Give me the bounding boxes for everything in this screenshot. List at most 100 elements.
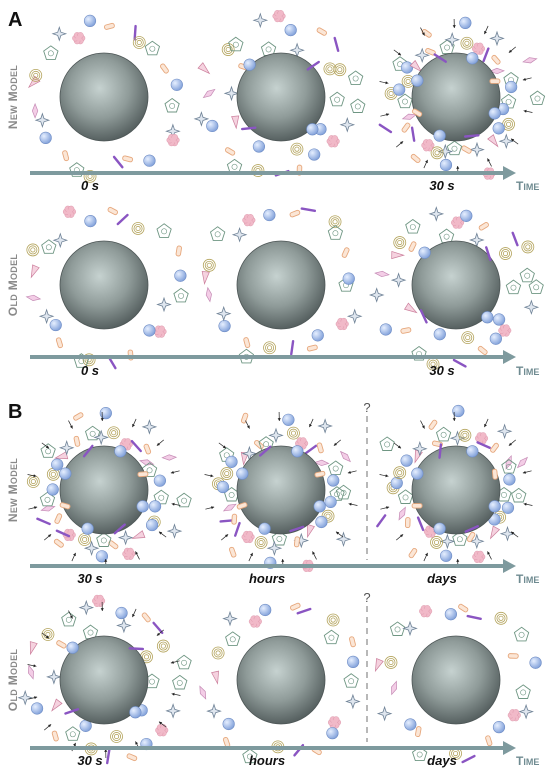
protein-pentagon: [271, 530, 288, 546]
protein-capsule: [137, 471, 149, 478]
time-label: days: [427, 753, 457, 768]
protein-capsule: [243, 337, 251, 348]
protein-rod: [464, 134, 480, 138]
protein-sphere: [404, 718, 417, 731]
protein-capsule: [491, 54, 501, 65]
protein-capsule: [408, 547, 418, 559]
binding-arrow: [281, 558, 285, 562]
protein-pentagon: [528, 279, 544, 294]
protein-pentagon: [335, 484, 352, 500]
protein-sphere: [390, 476, 403, 490]
protein-capsule: [421, 28, 432, 38]
protein-sphere: [225, 455, 238, 468]
nanoparticle-cell: [199, 602, 361, 764]
binding-arrow: [73, 742, 76, 747]
protein-flower: [471, 42, 485, 55]
protein-rod: [466, 614, 482, 621]
protein-triangle: [29, 641, 38, 656]
protein-flower: [119, 438, 133, 451]
protein-sphere: [39, 131, 52, 144]
protein-spiral: [287, 426, 300, 440]
protein-flower: [472, 550, 486, 563]
binding-arrow: [456, 165, 460, 169]
protein-sphere: [433, 328, 446, 341]
protein-capsule: [228, 546, 237, 558]
protein-star: [193, 111, 210, 127]
protein-spiral: [110, 730, 123, 743]
protein-triangle: [231, 115, 240, 130]
protein-flower: [326, 135, 340, 148]
nanoparticle-cell: [374, 603, 542, 764]
nanoparticle-sphere: [236, 240, 326, 330]
protein-capsule: [410, 153, 421, 164]
protein-pentagon: [41, 239, 57, 254]
protein-diamond: [139, 459, 155, 466]
protein-rod: [304, 444, 318, 455]
protein-triangle: [51, 698, 63, 712]
protein-spiral: [323, 62, 337, 76]
protein-capsule: [316, 27, 327, 36]
protein-sphere: [306, 123, 319, 136]
protein-rod: [55, 529, 71, 538]
binding-arrow: [47, 534, 52, 538]
protein-sphere: [291, 445, 304, 458]
protein-sphere: [145, 518, 159, 532]
protein-sphere: [327, 474, 340, 487]
binding-arrow: [224, 534, 229, 538]
protein-sphere: [501, 501, 515, 514]
protein-star: [376, 705, 393, 722]
nanoparticle-cell: [201, 207, 363, 364]
protein-pentagon: [141, 462, 158, 477]
binding-arrow: [487, 551, 491, 555]
protein-pentagon: [397, 93, 413, 109]
protein-capsule: [341, 247, 350, 258]
binding-arrow: [45, 635, 50, 639]
protein-spiral: [393, 466, 407, 480]
protein-star: [141, 419, 158, 435]
protein-capsule: [466, 531, 476, 543]
protein-sphere: [315, 515, 328, 529]
protein-diamond: [339, 450, 351, 463]
binding-arrow: [386, 506, 390, 510]
protein-rod: [240, 126, 257, 131]
protein-rod: [234, 521, 241, 537]
nanoparticle-sphere: [236, 445, 326, 535]
nanoparticle-sphere: [411, 445, 501, 535]
protein-sphere: [439, 158, 453, 172]
protein-capsule: [314, 470, 326, 478]
protein-star: [498, 133, 515, 149]
protein-rod: [300, 207, 317, 213]
protein-diamond: [522, 57, 538, 64]
protein-star: [156, 296, 172, 313]
protein-pentagon: [327, 225, 344, 240]
protein-capsule: [478, 222, 489, 231]
protein-sphere: [492, 313, 506, 326]
protein-capsule: [122, 155, 134, 163]
protein-rod: [378, 123, 393, 134]
protein-capsule: [411, 503, 423, 509]
protein-triangle: [131, 530, 146, 539]
time-axis-label: TIME: [516, 179, 539, 193]
protein-sphere: [174, 269, 187, 282]
protein-sphere: [459, 16, 472, 29]
protein-capsule: [231, 513, 238, 525]
nanoparticle-cell: [27, 14, 183, 183]
protein-pentagon: [347, 70, 364, 86]
nanoparticle-cell: [26, 407, 192, 568]
binding-arrow: [47, 724, 52, 728]
nanoparticle-sphere: [59, 445, 149, 535]
protein-diamond: [28, 664, 34, 680]
protein-spiral: [461, 331, 475, 345]
protein-sphere: [529, 656, 542, 669]
protein-pentagon: [176, 492, 192, 508]
nanoparticle-sphere: [59, 52, 149, 142]
protein-diamond: [313, 459, 330, 467]
protein-star: [93, 429, 109, 446]
protein-pentagon: [397, 489, 414, 504]
protein-sphere: [313, 500, 326, 513]
time-axis-arrowhead: [503, 559, 516, 573]
protein-star: [116, 617, 132, 634]
binding-arrow: [386, 113, 390, 117]
binding-arrow: [399, 534, 404, 538]
protein-spiral: [29, 68, 43, 82]
